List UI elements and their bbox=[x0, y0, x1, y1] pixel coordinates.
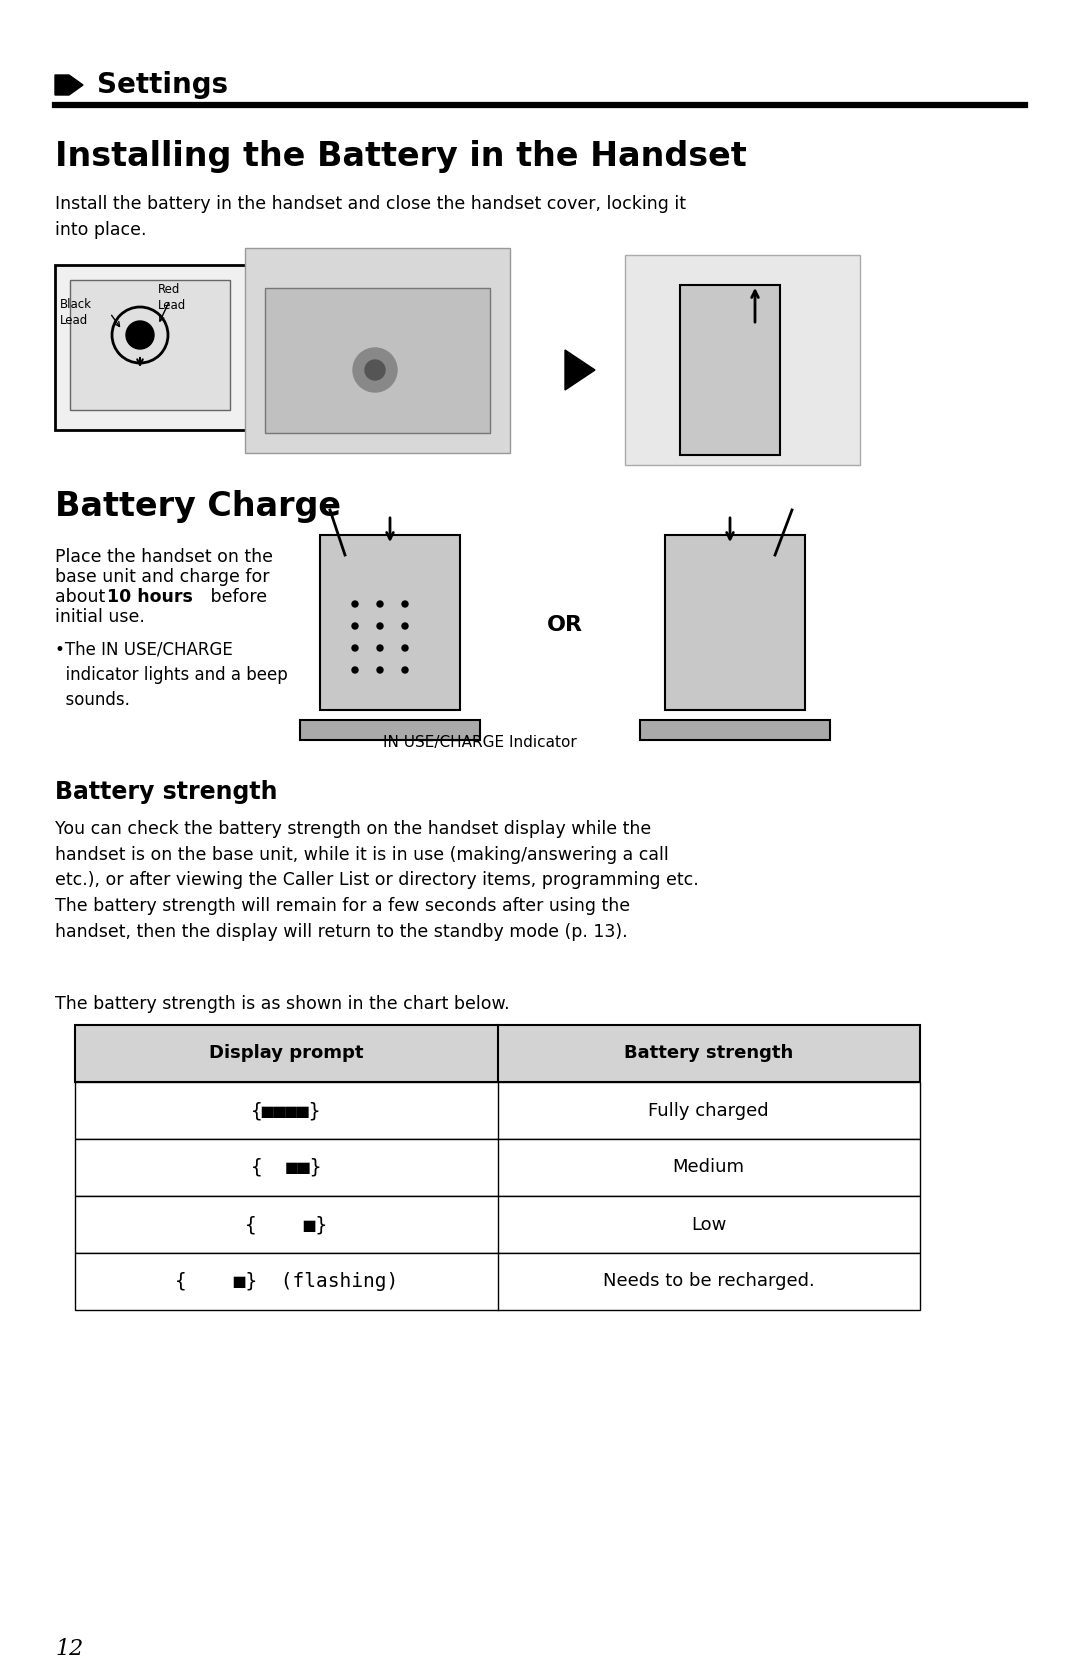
Text: {    ■}  (flashing): { ■} (flashing) bbox=[175, 1272, 397, 1292]
Polygon shape bbox=[565, 350, 595, 391]
Text: Battery strength: Battery strength bbox=[624, 1045, 794, 1063]
Bar bbox=[680, 285, 780, 456]
Text: {  ■■}: { ■■} bbox=[251, 1158, 322, 1177]
Text: before: before bbox=[205, 587, 267, 606]
Circle shape bbox=[377, 644, 383, 651]
Bar bbox=[75, 1138, 920, 1197]
Text: The battery strength is as shown in the chart below.: The battery strength is as shown in the … bbox=[55, 995, 510, 1013]
Circle shape bbox=[352, 623, 357, 629]
Text: Place the handset on the: Place the handset on the bbox=[55, 547, 273, 566]
Text: Low: Low bbox=[691, 1215, 727, 1233]
Text: Battery strength: Battery strength bbox=[55, 779, 278, 804]
Text: about: about bbox=[55, 587, 111, 606]
Text: Red
Lead: Red Lead bbox=[158, 284, 186, 312]
Circle shape bbox=[377, 623, 383, 629]
Bar bbox=[300, 719, 480, 739]
Text: Fully charged: Fully charged bbox=[648, 1102, 769, 1120]
Text: initial use.: initial use. bbox=[55, 608, 145, 626]
Circle shape bbox=[352, 668, 357, 673]
Text: {    ■}: { ■} bbox=[245, 1215, 327, 1233]
Bar bbox=[245, 249, 510, 452]
Bar bbox=[665, 536, 805, 709]
Bar bbox=[640, 719, 831, 739]
Bar bbox=[55, 265, 249, 431]
Text: OR: OR bbox=[546, 614, 583, 634]
Text: 10 hours: 10 hours bbox=[107, 587, 193, 606]
Text: Needs to be recharged.: Needs to be recharged. bbox=[603, 1272, 814, 1290]
Circle shape bbox=[402, 601, 408, 608]
Circle shape bbox=[402, 644, 408, 651]
Bar bbox=[75, 1253, 920, 1310]
FancyArrow shape bbox=[55, 75, 83, 95]
Text: 12: 12 bbox=[55, 1637, 83, 1661]
Text: IN USE/CHARGE Indicator: IN USE/CHARGE Indicator bbox=[383, 734, 577, 749]
Bar bbox=[625, 255, 860, 466]
Text: Battery Charge: Battery Charge bbox=[55, 491, 341, 522]
Circle shape bbox=[126, 320, 154, 349]
Bar bbox=[320, 536, 460, 709]
Circle shape bbox=[365, 361, 384, 381]
Circle shape bbox=[377, 668, 383, 673]
Text: Medium: Medium bbox=[673, 1158, 745, 1177]
Text: Install the battery in the handset and close the handset cover, locking it
into : Install the battery in the handset and c… bbox=[55, 195, 686, 239]
Circle shape bbox=[402, 623, 408, 629]
Bar bbox=[70, 280, 230, 411]
Circle shape bbox=[353, 349, 397, 392]
Text: Settings: Settings bbox=[97, 72, 228, 98]
Circle shape bbox=[377, 601, 383, 608]
Bar bbox=[75, 1025, 920, 1082]
Text: base unit and charge for: base unit and charge for bbox=[55, 567, 270, 586]
Circle shape bbox=[352, 644, 357, 651]
Circle shape bbox=[402, 668, 408, 673]
Bar bbox=[265, 289, 490, 432]
Circle shape bbox=[352, 601, 357, 608]
Text: Installing the Battery in the Handset: Installing the Battery in the Handset bbox=[55, 140, 746, 174]
Text: You can check the battery strength on the handset display while the
handset is o: You can check the battery strength on th… bbox=[55, 819, 699, 941]
Text: {■■■■}: {■■■■} bbox=[251, 1102, 322, 1120]
Bar bbox=[75, 1197, 920, 1253]
Text: •The IN USE/CHARGE
  indicator lights and a beep
  sounds.: •The IN USE/CHARGE indicator lights and … bbox=[55, 639, 287, 709]
Text: Display prompt: Display prompt bbox=[210, 1045, 364, 1063]
Text: Black
Lead: Black Lead bbox=[60, 299, 92, 327]
Bar bbox=[75, 1082, 920, 1138]
